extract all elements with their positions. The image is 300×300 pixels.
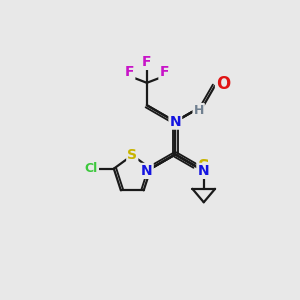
Text: N: N — [198, 164, 210, 178]
Text: S: S — [198, 158, 210, 176]
Text: F: F — [159, 65, 169, 79]
Text: O: O — [216, 75, 230, 93]
Text: F: F — [142, 55, 152, 69]
Text: N: N — [141, 164, 153, 178]
Text: F: F — [125, 65, 134, 79]
Text: Cl: Cl — [85, 162, 98, 175]
Text: H: H — [194, 104, 204, 117]
Text: N: N — [169, 115, 181, 129]
Text: S: S — [127, 148, 137, 162]
